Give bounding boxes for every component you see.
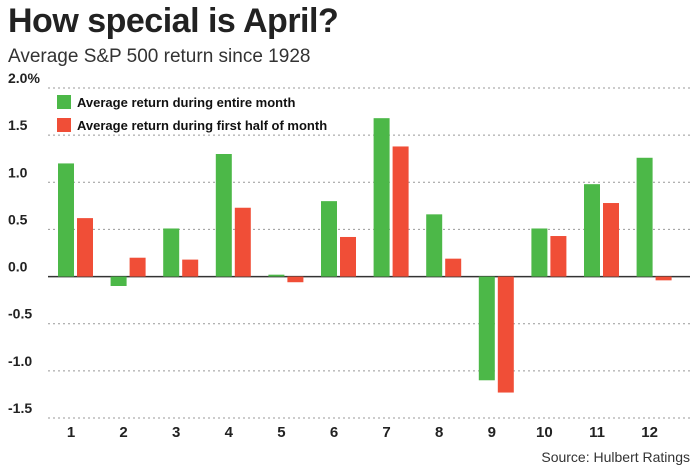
y-tick-label: -1.5 [8, 400, 32, 416]
bar-first-half [77, 218, 93, 277]
x-tick-label: 12 [641, 424, 658, 441]
bar-entire-month [321, 201, 337, 277]
x-tick-label: 9 [488, 424, 496, 441]
y-tick-label: 1.0 [8, 164, 28, 180]
bar-entire-month [58, 163, 74, 277]
y-tick-label: -0.5 [8, 306, 32, 322]
source-note: Source: Hulbert Ratings [541, 449, 690, 465]
bar-entire-month [268, 274, 285, 277]
bar-entire-month [531, 228, 548, 277]
bar-first-half [497, 276, 514, 393]
x-tick-label: 1 [67, 424, 75, 441]
y-tick-label: 0.0 [8, 259, 28, 275]
chart-subtitle: Average S&P 500 return since 1928 [8, 46, 311, 67]
x-tick-label: 10 [536, 424, 553, 441]
bar-first-half [603, 203, 619, 277]
legend-label: Average return during first half of mont… [77, 118, 327, 133]
x-tick-label: 4 [225, 424, 234, 441]
y-tick-label: 0.5 [8, 211, 28, 227]
bar-entire-month [584, 184, 600, 277]
y-tick-label: -1.0 [8, 353, 32, 369]
x-tick-label: 5 [277, 424, 285, 441]
legend-label: Average return during entire month [77, 95, 295, 110]
x-tick-label: 8 [435, 424, 443, 441]
y-tick-label: 2.0% [8, 70, 40, 86]
bar-first-half [445, 258, 462, 277]
bar-entire-month [478, 276, 495, 381]
x-tick-label: 11 [589, 424, 605, 441]
bar-entire-month [215, 154, 232, 277]
bar-first-half [550, 236, 567, 277]
legend-swatch [57, 95, 71, 109]
bar-first-half [287, 276, 304, 283]
bar-entire-month [163, 228, 180, 277]
bar-entire-month [110, 276, 127, 286]
bar-first-half [340, 236, 356, 277]
bar-entire-month [373, 118, 390, 277]
bar-first-half [129, 257, 146, 277]
bar-first-half [234, 207, 251, 277]
bar-first-half [182, 259, 199, 277]
x-tick-label: 3 [172, 424, 180, 441]
y-tick-label: 1.5 [8, 117, 28, 133]
bar-entire-month [426, 214, 443, 277]
x-tick-label: 7 [382, 424, 390, 441]
chart-title: How special is April? [8, 2, 339, 40]
legend-swatch [57, 118, 71, 132]
x-tick-label: 6 [330, 424, 338, 441]
bar-first-half [655, 276, 672, 281]
bar-first-half [392, 146, 409, 277]
bar-entire-month [636, 157, 653, 277]
x-tick-label: 2 [119, 424, 127, 441]
